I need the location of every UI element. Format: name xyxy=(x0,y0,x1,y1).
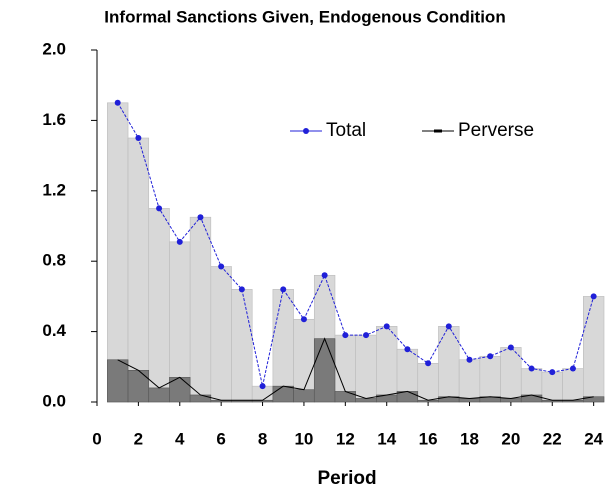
bar xyxy=(272,289,294,403)
point xyxy=(218,263,225,270)
legend-label: Total xyxy=(326,120,366,141)
point xyxy=(383,323,390,330)
point xyxy=(156,205,163,212)
bar xyxy=(148,387,170,403)
point xyxy=(507,344,514,351)
bar xyxy=(376,326,398,403)
point xyxy=(259,383,266,390)
point xyxy=(321,272,328,279)
series-line xyxy=(117,337,594,401)
legend-marker xyxy=(303,128,309,134)
bar xyxy=(313,338,336,403)
x-tick-label: 24 xyxy=(584,429,603,448)
y-tick-label: 1.6 xyxy=(42,110,66,129)
x-tick-label: 0 xyxy=(92,429,101,448)
x-tick-label: 22 xyxy=(543,429,562,448)
point xyxy=(238,286,245,293)
bar xyxy=(107,359,129,403)
point xyxy=(569,365,576,372)
point xyxy=(466,356,473,363)
bar xyxy=(562,368,584,403)
bar xyxy=(479,355,501,403)
y-tick-label: 1.2 xyxy=(42,180,66,199)
bar xyxy=(189,216,212,403)
x-tick-label: 6 xyxy=(216,429,225,448)
bar xyxy=(458,359,481,403)
point xyxy=(549,369,556,376)
point xyxy=(342,332,349,339)
y-tick-label: 0.8 xyxy=(42,251,66,270)
x-tick-label: 4 xyxy=(175,429,185,448)
point xyxy=(300,316,307,323)
bar xyxy=(417,362,439,403)
x-tick-label: 16 xyxy=(419,429,438,448)
point xyxy=(528,365,535,372)
bar xyxy=(127,137,150,403)
bar xyxy=(458,398,481,403)
bar xyxy=(583,296,605,403)
y-tick-label: 0.4 xyxy=(42,321,66,340)
bar xyxy=(107,102,129,403)
bar xyxy=(334,391,356,403)
legend-label: Perverse xyxy=(458,120,534,141)
point xyxy=(280,286,287,293)
point xyxy=(197,214,204,221)
point xyxy=(487,353,494,360)
x-tick-label: 10 xyxy=(294,429,313,448)
y-tick-label: 0.0 xyxy=(42,391,66,410)
bar xyxy=(293,389,315,403)
x-tick-label: 12 xyxy=(336,429,355,448)
bar xyxy=(541,371,563,403)
bar xyxy=(355,398,377,403)
x-tick-label: 20 xyxy=(501,429,520,448)
point xyxy=(445,323,452,330)
bar xyxy=(500,398,522,403)
bar xyxy=(500,347,522,403)
point xyxy=(404,346,411,353)
point xyxy=(425,360,432,367)
y-tick-label: 2.0 xyxy=(42,39,66,58)
x-tick-label: 8 xyxy=(258,429,267,448)
chart-title: Informal Sanctions Given, Endogenous Con… xyxy=(104,7,505,26)
series-line xyxy=(117,102,595,387)
x-tick-label: 2 xyxy=(134,429,143,448)
x-tick-label: 18 xyxy=(460,429,479,448)
bar xyxy=(210,266,232,403)
point xyxy=(363,332,370,339)
point xyxy=(176,238,183,245)
bar xyxy=(272,385,294,403)
x-tick-label: 14 xyxy=(377,429,396,448)
bar xyxy=(231,289,253,403)
bar xyxy=(355,334,377,403)
point xyxy=(135,135,142,141)
point xyxy=(114,99,121,106)
x-axis-label: Period xyxy=(317,468,376,489)
bar xyxy=(127,370,150,403)
point xyxy=(590,293,597,300)
bar xyxy=(148,208,170,403)
bar xyxy=(189,394,212,403)
